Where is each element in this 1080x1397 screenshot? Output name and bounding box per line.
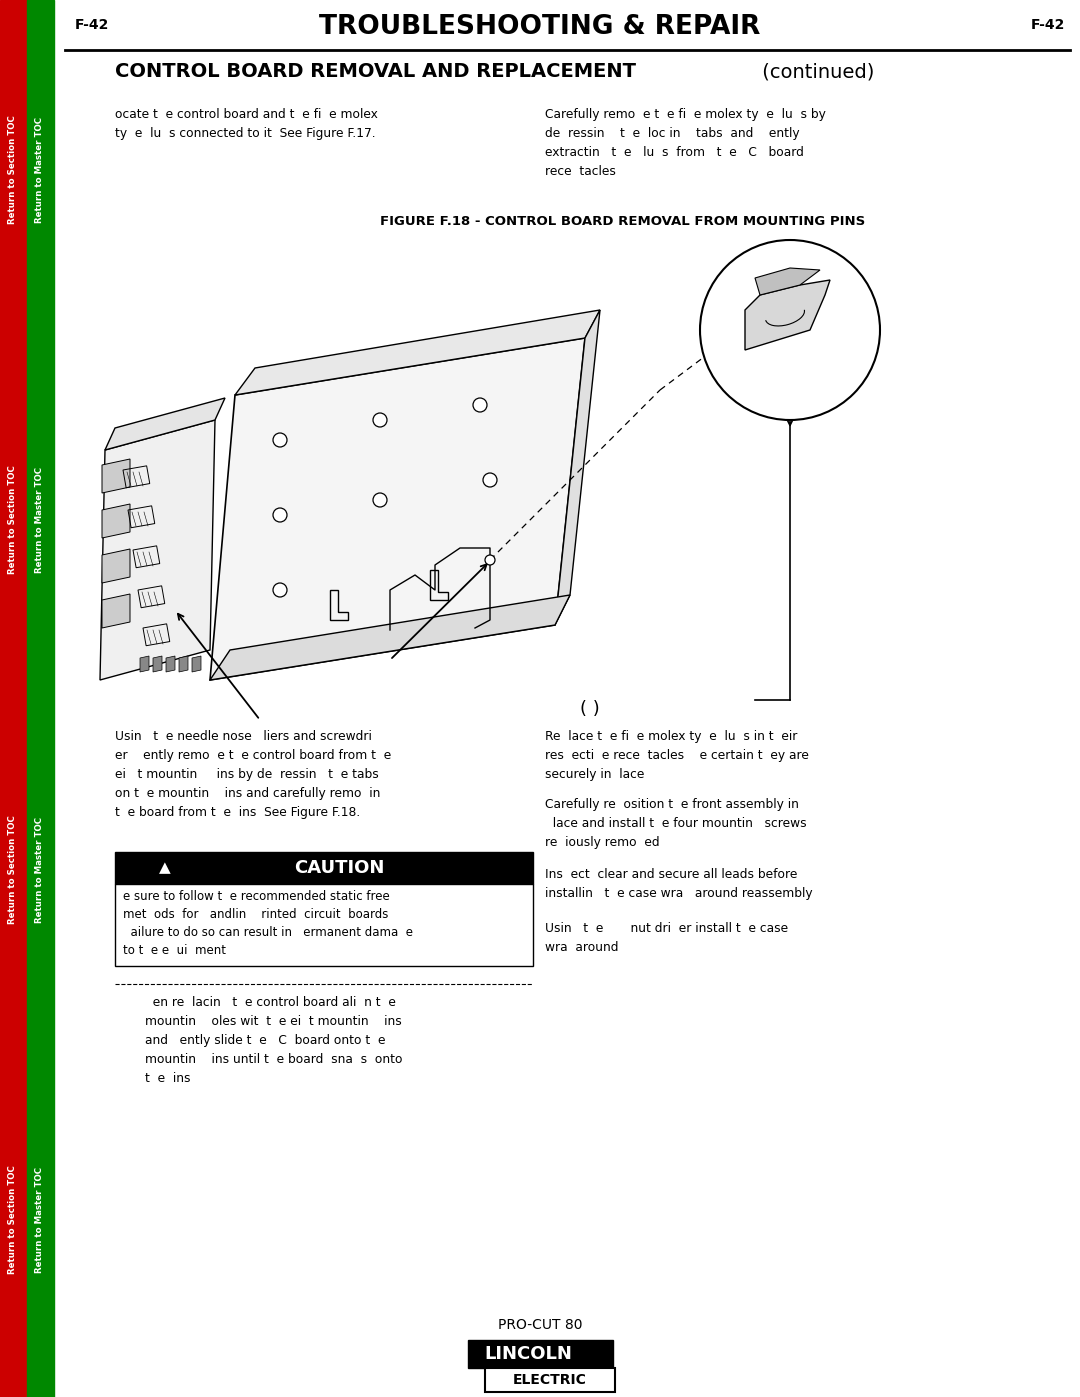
Polygon shape	[100, 420, 215, 680]
Text: Return to Section TOC: Return to Section TOC	[9, 116, 17, 225]
Text: CONTROL BOARD REMOVAL AND REPLACEMENT: CONTROL BOARD REMOVAL AND REPLACEMENT	[114, 61, 636, 81]
Circle shape	[483, 474, 497, 488]
Polygon shape	[166, 657, 175, 672]
Circle shape	[273, 433, 287, 447]
Text: ( ): ( )	[580, 700, 599, 718]
Text: ®: ®	[593, 1341, 602, 1350]
Text: LINCOLN: LINCOLN	[484, 1345, 572, 1363]
Text: Re  lace t  e fi  e molex ty  e  lu  s in t  eir
res  ecti  e rece  tacles    e : Re lace t e fi e molex ty e lu s in t ei…	[545, 731, 809, 781]
Text: Return to Section TOC: Return to Section TOC	[9, 816, 17, 925]
Text: (continued): (continued)	[756, 61, 875, 81]
Bar	[27, 0, 54, 1397]
Text: Carefully remo  e t  e fi  e molex ty  e  lu  s by
de  ressin    t  e  loc in   : Carefully remo e t e fi e molex ty e lu …	[545, 108, 826, 177]
Circle shape	[273, 509, 287, 522]
Text: ▲: ▲	[159, 861, 171, 876]
Bar	[138, 585, 165, 608]
Bar	[114, 884, 534, 965]
Polygon shape	[210, 595, 570, 680]
Polygon shape	[105, 398, 225, 450]
Text: FIGURE F.18 - CONTROL BOARD REMOVAL FROM MOUNTING PINS: FIGURE F.18 - CONTROL BOARD REMOVAL FROM…	[380, 215, 865, 228]
Circle shape	[373, 493, 387, 507]
Text: Carefully re  osition t  e front assembly in
  lace and install t  e four mounti: Carefully re osition t e front assembly …	[545, 798, 807, 849]
Text: Usin   t  e       nut dri  er install t  e case
wra  around: Usin t e nut dri er install t e case wra…	[545, 922, 788, 954]
Text: Usin   t  e needle nose   liers and screwdri
er    ently remo  e t  e control bo: Usin t e needle nose liers and screwdri …	[114, 731, 391, 819]
Polygon shape	[153, 657, 162, 672]
Circle shape	[700, 240, 880, 420]
Polygon shape	[755, 268, 820, 295]
Bar	[468, 1340, 612, 1368]
Text: F-42: F-42	[1030, 18, 1065, 32]
Polygon shape	[102, 460, 130, 493]
Text: CAUTION: CAUTION	[294, 859, 384, 877]
Polygon shape	[235, 310, 600, 395]
Polygon shape	[102, 504, 130, 538]
Text: TROUBLESHOOTING & REPAIR: TROUBLESHOOTING & REPAIR	[320, 14, 760, 41]
Text: en re  lacin   t  e control board ali  n t  e
mountin    oles wit  t  e ei  t mo: en re lacin t e control board ali n t e …	[145, 996, 403, 1085]
Bar	[114, 852, 534, 884]
Text: Return to Section TOC: Return to Section TOC	[9, 465, 17, 574]
Polygon shape	[140, 657, 149, 672]
Polygon shape	[555, 310, 600, 624]
Bar	[133, 546, 160, 567]
Text: F-42: F-42	[75, 18, 109, 32]
Text: Ins  ect  clear and secure all leads before
installin   t  e case wra   around r: Ins ect clear and secure all leads befor…	[545, 868, 812, 900]
Circle shape	[485, 555, 495, 564]
Polygon shape	[192, 657, 201, 672]
Circle shape	[273, 583, 287, 597]
Bar	[143, 624, 170, 645]
Polygon shape	[179, 657, 188, 672]
Bar	[129, 506, 154, 528]
Text: Return to Master TOC: Return to Master TOC	[36, 117, 44, 224]
Text: Return to Master TOC: Return to Master TOC	[36, 817, 44, 923]
Circle shape	[473, 398, 487, 412]
Bar	[123, 465, 150, 488]
Text: Return to Section TOC: Return to Section TOC	[9, 1165, 17, 1274]
Polygon shape	[745, 279, 831, 351]
Text: ELECTRIC: ELECTRIC	[513, 1373, 586, 1387]
Circle shape	[373, 414, 387, 427]
Polygon shape	[210, 338, 585, 680]
Polygon shape	[102, 594, 130, 629]
Bar	[0, 0, 27, 1397]
Text: Return to Master TOC: Return to Master TOC	[36, 467, 44, 573]
Text: ocate t  e control board and t  e fi  e molex
ty  e  lu  s connected to it  See : ocate t e control board and t e fi e mol…	[114, 108, 378, 140]
Text: Return to Master TOC: Return to Master TOC	[36, 1166, 44, 1273]
Polygon shape	[102, 549, 130, 583]
Bar	[485, 1368, 615, 1391]
Text: PRO-CUT 80: PRO-CUT 80	[498, 1317, 582, 1331]
Text: e sure to follow t  e recommended static free
met  ods  for   andlin    rinted  : e sure to follow t e recommended static …	[123, 890, 413, 957]
